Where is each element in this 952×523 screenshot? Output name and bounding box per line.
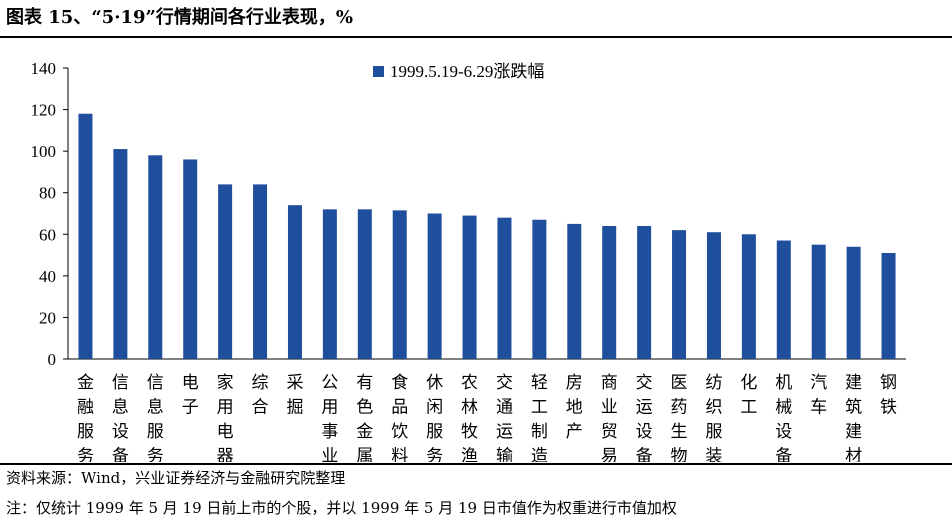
chart-title: 图表 15、“5·19”行情期间各行业表现，% — [6, 7, 353, 28]
x-category-label: 家用电器 — [217, 373, 234, 462]
x-category-label: 采掘 — [286, 373, 303, 418]
bar — [287, 205, 302, 359]
x-category-label: 钢铁 — [880, 373, 897, 418]
x-category-label: 休闲服务 — [426, 373, 443, 462]
x-category-label: 汽车 — [810, 373, 827, 418]
x-category-label: 综合 — [252, 373, 269, 418]
x-category-label: 农林牧渔 — [461, 373, 478, 462]
y-tick-label: 140 — [31, 59, 57, 78]
y-tick-label: 40 — [39, 267, 56, 286]
bar — [392, 210, 407, 359]
bottom-rule — [0, 463, 952, 465]
y-tick-label: 80 — [39, 184, 56, 203]
bar — [672, 230, 687, 359]
y-tick-label: 20 — [39, 308, 56, 327]
x-category-label: 建筑建材 — [845, 373, 862, 462]
bar — [322, 209, 337, 359]
footnote: 注：仅统计 1999 年 5 月 19 日前上市的个股，并以 1999 年 5 … — [6, 499, 677, 517]
bar — [846, 246, 861, 359]
bar — [357, 209, 372, 359]
bar — [113, 149, 128, 359]
x-category-label: 纺织服装 — [705, 373, 722, 462]
bar — [462, 215, 477, 359]
y-tick-label: 0 — [48, 350, 57, 369]
legend-label: 1999.5.19-6.29涨跌幅 — [390, 62, 544, 81]
legend-swatch — [373, 66, 384, 77]
source-note: 资料来源：Wind，兴业证券经济与金融研究院整理 — [6, 469, 346, 487]
legend: 1999.5.19-6.29涨跌幅 — [373, 62, 544, 81]
x-category-label: 金融服务 — [77, 373, 94, 462]
x-category-label: 交通运输 — [496, 373, 513, 462]
bar — [811, 244, 826, 359]
x-category-label: 房地产 — [566, 373, 583, 442]
y-axis: 0 20 40 60 80 100 120 140 — [31, 59, 906, 369]
top-rule — [0, 36, 952, 38]
x-category-label: 有色金属 — [356, 373, 373, 462]
x-category-label: 信息设备 — [112, 373, 129, 462]
x-category-label: 商业贸易 — [601, 373, 618, 462]
bar-chart: 0 20 40 60 80 100 120 140 金融服务 信息设备 信息服务 电子 家用电器 综合采… — [31, 59, 906, 462]
bar — [218, 184, 233, 359]
bar — [776, 240, 791, 359]
bar — [497, 217, 512, 359]
x-category-label: 信息服务 — [147, 373, 164, 462]
bar — [427, 213, 442, 359]
x-category-label: 机械设备 — [775, 373, 792, 462]
bar — [183, 159, 198, 359]
bar — [253, 184, 268, 359]
bar — [706, 232, 721, 359]
x-category-label: 轻工制造 — [531, 373, 548, 462]
bar — [741, 234, 756, 359]
bar — [148, 155, 163, 359]
x-category-label: 医药生物 — [671, 373, 688, 462]
x-category-label: 电子 — [182, 373, 199, 418]
y-tick-label: 60 — [39, 225, 56, 244]
bar — [602, 225, 617, 359]
bar — [881, 252, 896, 359]
bar — [532, 219, 547, 359]
y-tick-label: 100 — [31, 142, 57, 161]
bar — [78, 113, 93, 359]
y-tick-label: 120 — [31, 101, 57, 120]
bar — [637, 225, 652, 359]
x-category-label: 食品饮料 — [391, 373, 408, 462]
bars — [78, 113, 896, 359]
x-category-label: 交运设备 — [636, 373, 653, 462]
bar — [567, 223, 582, 359]
x-category-label: 公用事业 — [321, 373, 338, 462]
x-category-label: 化工 — [740, 373, 757, 418]
